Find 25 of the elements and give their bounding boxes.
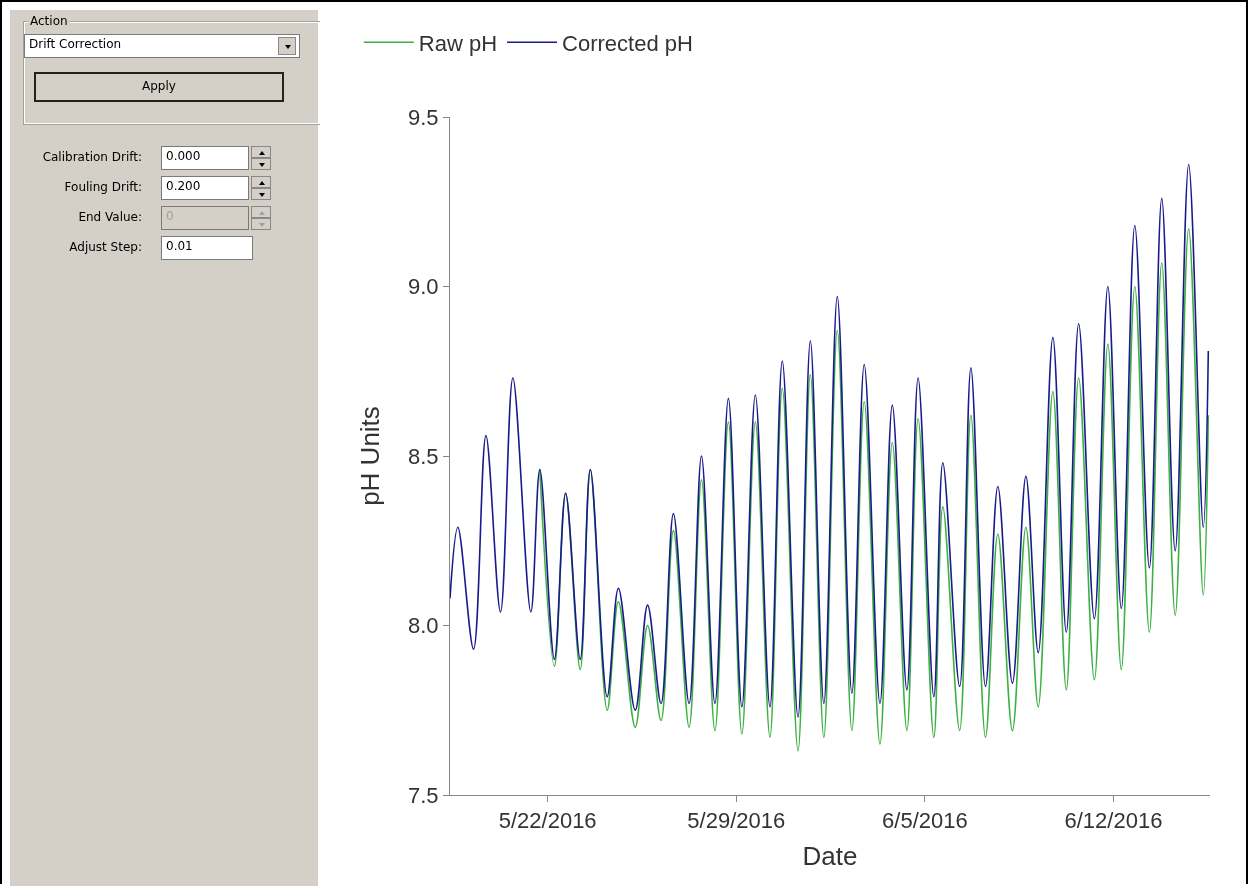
y-tick-label: 7.5 [408,782,439,808]
y-tick-label: 9.5 [408,104,439,130]
x-axis-title: Date [802,841,858,872]
y-tick-label: 9.0 [408,274,439,300]
x-tick-label: 5/29/2016 [687,808,786,834]
text: Apply [34,72,284,102]
legend-label: Raw pH [418,30,498,56]
text: Fouling Drift: [63,180,142,194]
text: Drift Correction [24,34,300,58]
y-tick-label: 8.5 [408,443,439,469]
x-tick-label: 6/5/2016 [882,808,968,834]
text: Adjust Step: [68,240,142,254]
line-series [539,228,1210,752]
text: Action [28,14,70,28]
text: End Value: [77,210,142,224]
line-series [450,163,1210,718]
text: Calibration Drift: [41,150,142,164]
text: 0.000 [161,146,249,170]
y-tick-label: 8.0 [408,613,439,639]
text: 0.01 [161,236,253,260]
legend-label: Corrected pH [562,30,693,56]
x-tick-label: 6/12/2016 [1064,808,1163,834]
y-axis-title: pH Units [355,406,386,506]
x-tick-label: 5/22/2016 [498,808,597,834]
text: 0.200 [161,176,249,200]
